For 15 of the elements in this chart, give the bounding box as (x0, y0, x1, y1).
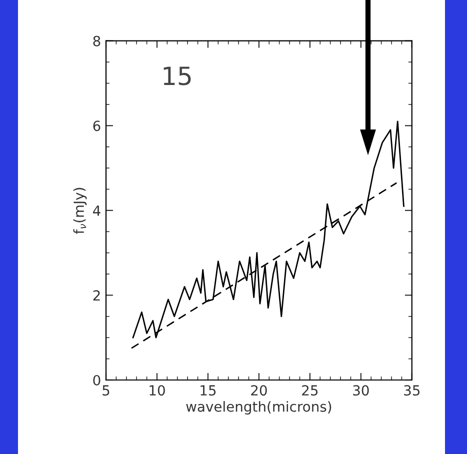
x-tick-label: 35 (404, 385, 420, 396)
x-axis-title: wavelength(microns) (186, 401, 332, 415)
y-tick-label: 2 (93, 290, 100, 300)
annotation: 15 (164, 66, 191, 86)
x-tick-label: 20 (251, 385, 267, 396)
x-tick-label: 30 (353, 385, 369, 396)
x-tick-label: 10 (150, 385, 165, 396)
y-axis-title: f$_{ν}$(mJy) (73, 188, 87, 234)
y-tick-label: 8 (93, 36, 100, 46)
x-tick-label: 25 (302, 385, 318, 396)
y-tick-label: 4 (92, 206, 100, 216)
x-tick-label: 5 (102, 385, 110, 396)
y-tick-label: 0 (93, 374, 100, 386)
y-tick-label: 6 (93, 120, 100, 132)
x-tick-label: 15 (200, 385, 216, 396)
